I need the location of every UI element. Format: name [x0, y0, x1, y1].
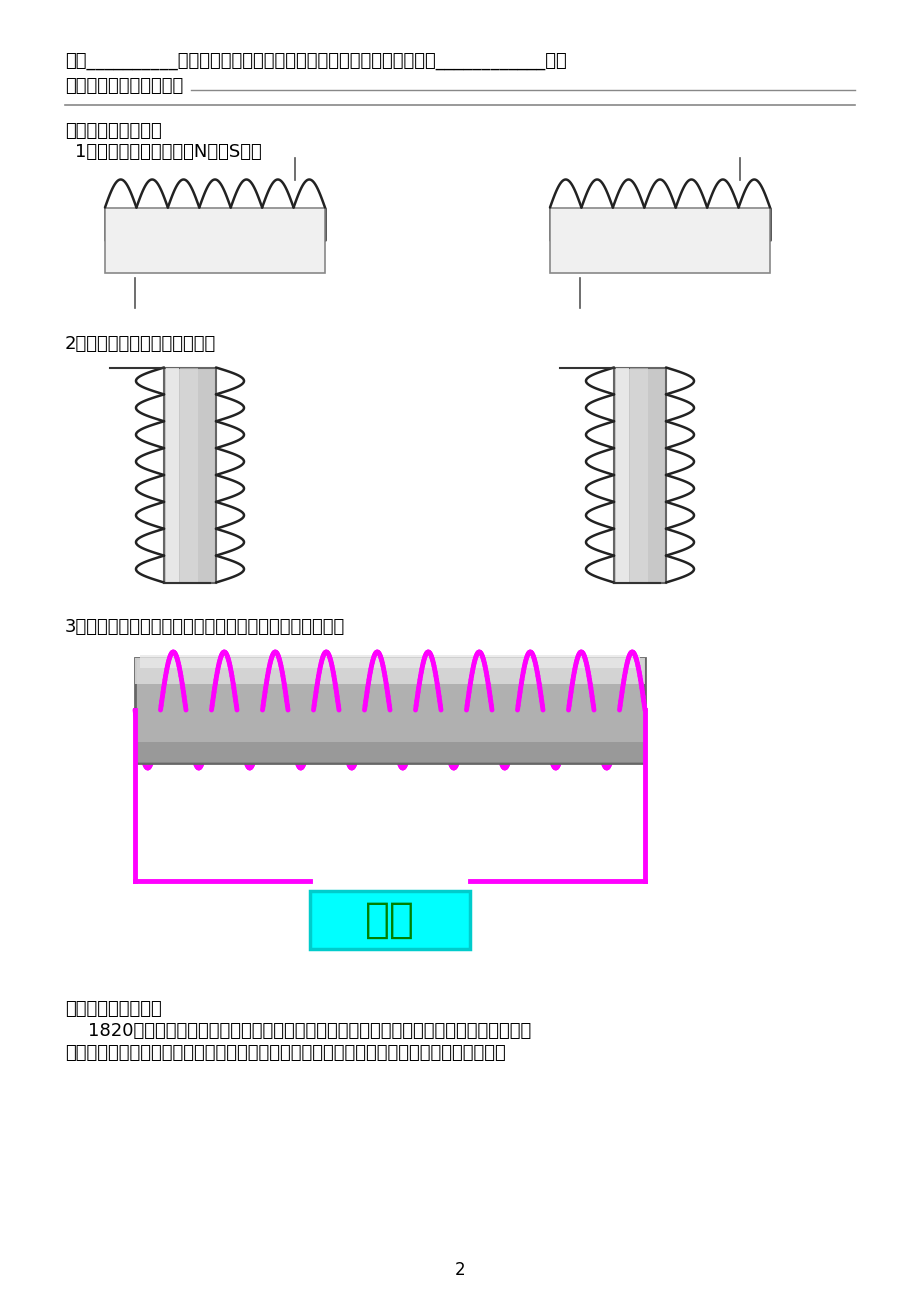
Bar [164, 367, 216, 582]
Text: 2．判断螺线管中的电流方向：: 2．判断螺线管中的电流方向： [65, 335, 216, 353]
Bar [310, 891, 470, 948]
Text: 申源: 申源 [365, 898, 414, 940]
Bar [629, 367, 647, 582]
Text: 1．判断下面螺线管中的N极和S极：: 1．判断下面螺线管中的N极和S极： [75, 143, 262, 161]
Bar [616, 367, 629, 582]
Bar [135, 658, 644, 684]
Bar [140, 655, 640, 668]
Bar [135, 658, 644, 763]
Bar [550, 207, 769, 272]
Text: 1820年，安培在科学院的例会上做了一个小实验引起到会的科学家的兴趣：把螺线管水平: 1820年，安培在科学院的例会上做了一个小实验引起到会的科学家的兴趣：把螺线管水… [65, 1022, 530, 1040]
Bar [135, 742, 644, 763]
Bar [105, 207, 324, 272]
Text: 悬挂起来，然后给导线通电，想一想会发生什么现象？实际做一做，看看你的判断是否正确。: 悬挂起来，然后给导线通电，想一想会发生什么现象？实际做一做，看看你的判断是否正确… [65, 1044, 505, 1062]
Text: （三）、巩固练习：: （三）、巩固练习： [65, 122, 162, 141]
Bar [165, 367, 179, 582]
Text: 性跟__________有关。通电螺线管的磁性跟电流的方向之间的关系可用____________来判: 性跟__________有关。通电螺线管的磁性跟电流的方向之间的关系可用____… [65, 52, 566, 70]
Text: （四）、拓展延伸：: （四）、拓展延伸： [65, 1000, 162, 1018]
Text: 定，安培定则的内容是：: 定，安培定则的内容是： [65, 77, 183, 95]
Text: 3．根据小磁针静止时指针的指向，判断出电源的正负极。: 3．根据小磁针静止时指针的指向，判断出电源的正负极。 [65, 618, 345, 635]
Bar [613, 367, 665, 582]
Text: 2: 2 [454, 1262, 465, 1279]
Bar [179, 367, 198, 582]
